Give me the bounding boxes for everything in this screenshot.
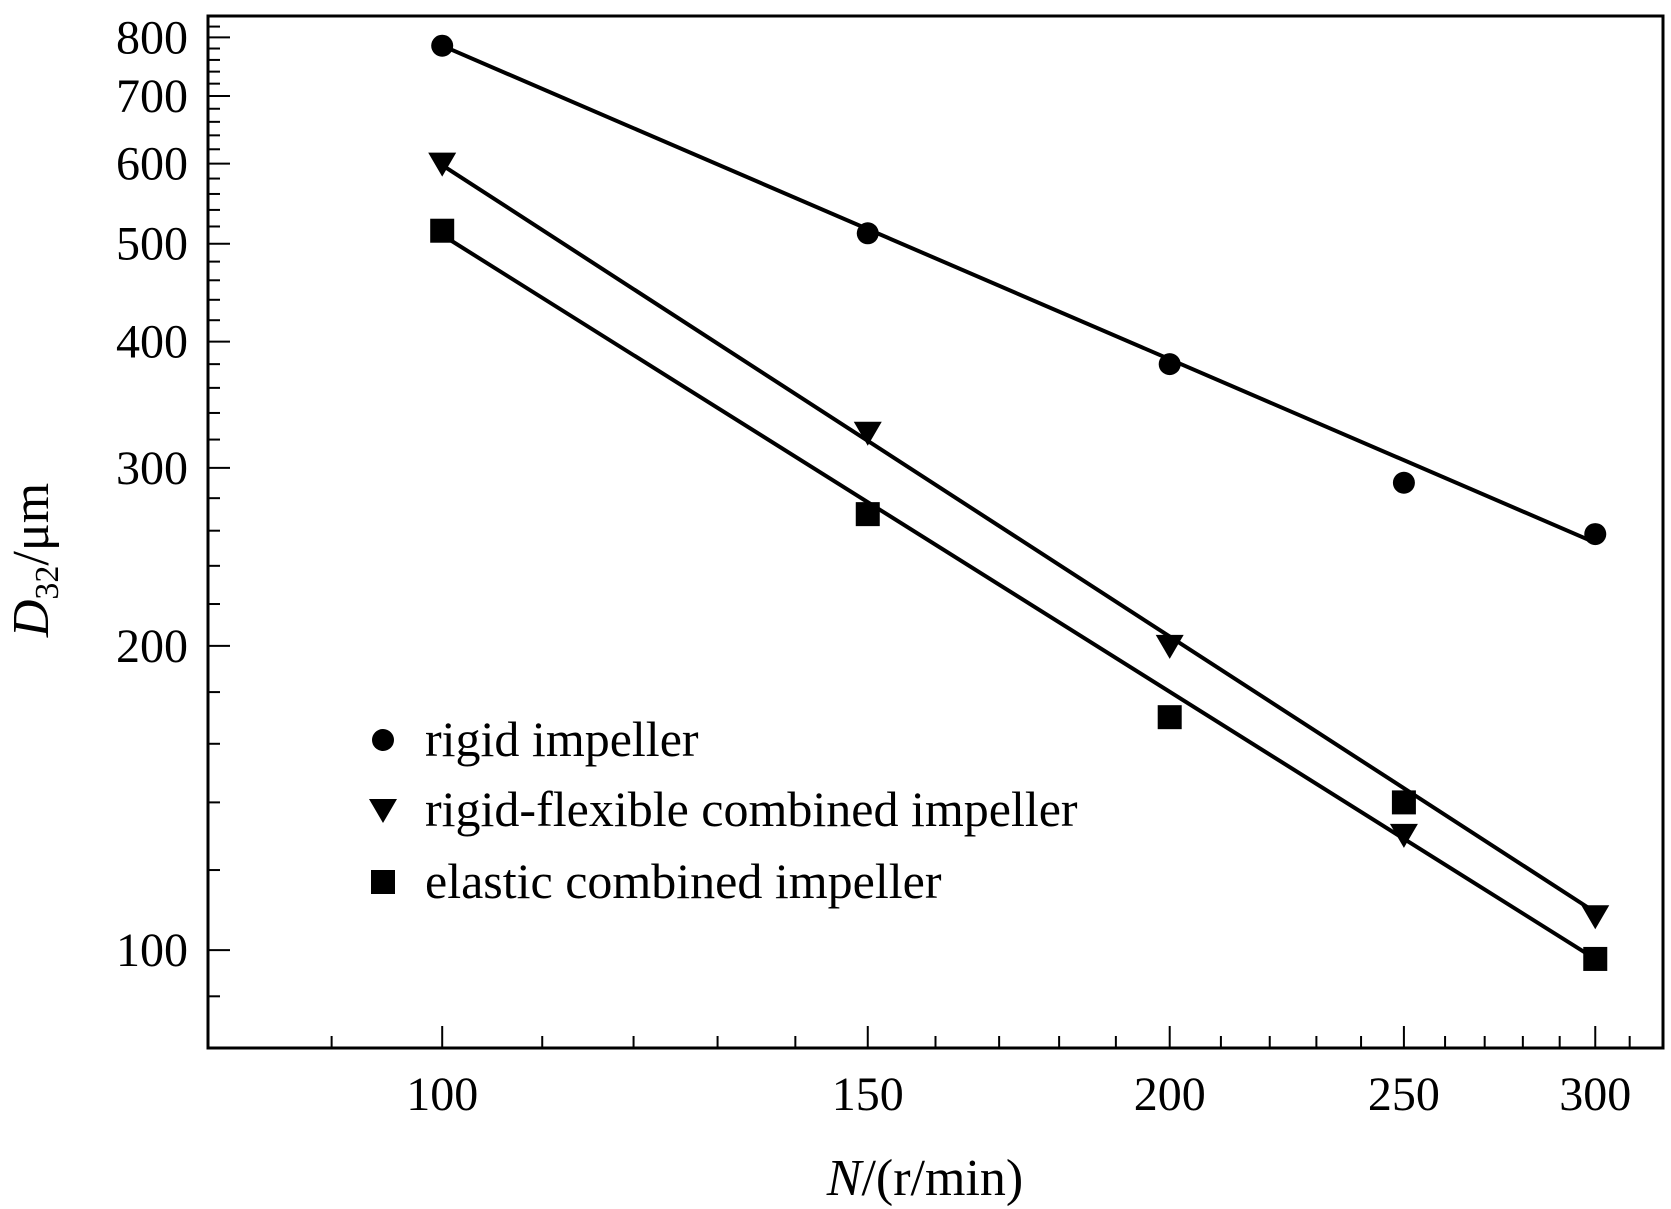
legend-label-series-2: rigid-flexible combined impeller [425,781,1078,837]
legend-marker-series-1 [372,729,394,751]
x-tick-label: 200 [1134,1068,1206,1121]
y-tick-label: 600 [116,138,188,191]
data-point-series-1 [431,34,454,57]
legend-label-series-3: elastic combined impeller [425,853,942,909]
x-tick-label: 150 [832,1068,904,1121]
x-tick-label: 100 [406,1068,478,1121]
data-point-series-1 [856,222,879,245]
y-axis-label-subscript: 32 [29,566,66,600]
data-point-series-3 [855,502,880,527]
fit-line-series-1 [441,43,1597,545]
y-tick-label: 100 [116,924,188,977]
data-point-series-3 [1583,946,1608,971]
fit-line-series-2 [441,163,1597,914]
data-markers [428,34,1610,971]
x-axis-label: N/(r/min) [826,1150,1023,1207]
data-point-series-1 [1158,353,1181,376]
y-tick-label: 800 [116,11,188,64]
x-tick-label: 250 [1368,1068,1440,1121]
data-point-series-3 [1157,705,1182,730]
x-axis-label-symbol: N [826,1150,865,1207]
y-tick-label: 300 [116,442,188,495]
y-tick-label: 400 [116,316,188,369]
data-point-series-2 [1389,823,1418,848]
legend-label-series-1: rigid impeller [425,711,699,767]
data-point-series-2 [1155,634,1184,659]
data-point-series-1 [1392,471,1415,494]
data-point-series-3 [1391,790,1416,815]
y-tick-label: 200 [116,620,188,673]
y-axis-label-unit: /μm [3,483,60,566]
data-point-series-2 [1581,905,1610,930]
data-point-series-1 [1584,523,1607,546]
data-point-series-3 [430,218,455,243]
y-axis-label-symbol: D [3,600,60,639]
y-tick-label: 700 [116,70,188,123]
data-point-series-2 [853,421,882,446]
data-point-series-2 [428,152,457,177]
x-axis-label-unit: /(r/min) [861,1150,1023,1207]
y-axis-label: D32/μm [3,483,66,638]
fit-line-series-3 [441,233,1597,961]
legend: rigid impeller rigid-flexible combined im… [369,711,1078,909]
axis-tick-labels: 100 150 200 250 300 100 200 300 400 500 600 700 800 [116,11,1631,1121]
legend-marker-series-3 [371,870,395,894]
y-tick-label: 500 [116,218,188,271]
x-tick-label: 300 [1559,1068,1631,1121]
axis-ticks [207,15,1664,1049]
legend-marker-series-2 [369,799,397,823]
